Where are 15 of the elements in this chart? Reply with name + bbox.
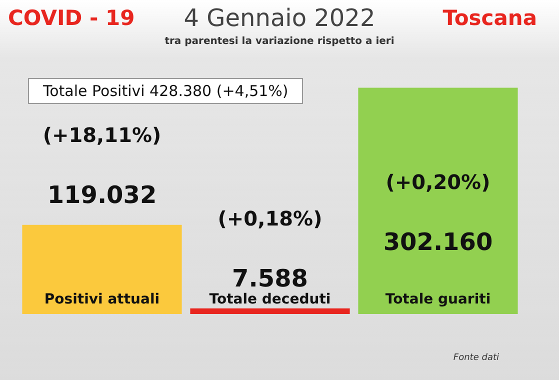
- data-label: 7.588: [232, 264, 308, 293]
- data-label: 119.032: [47, 181, 157, 210]
- annotation: (+0,18%): [218, 206, 322, 231]
- annotation: Totale Positivi 428.380 (+4,51%): [28, 78, 304, 104]
- annotation: (+0,20%): [386, 170, 490, 194]
- chart-title: 4 Gennaio 2022: [184, 4, 376, 32]
- data-label: 302.160: [383, 228, 493, 256]
- text: COVID - 19: [8, 6, 135, 30]
- x-tick-label: Totale guariti: [385, 292, 491, 308]
- x-tick-label: Positivi attuali: [44, 292, 160, 308]
- x-tick-label: Totale deceduti: [209, 292, 331, 308]
- text: Toscana: [442, 6, 537, 30]
- annotation: (+18,11%): [42, 123, 162, 148]
- chart-subtitle: tra parentesi la variazione rispetto a ieri: [164, 36, 396, 47]
- source-note: Fonte dati: [453, 353, 499, 363]
